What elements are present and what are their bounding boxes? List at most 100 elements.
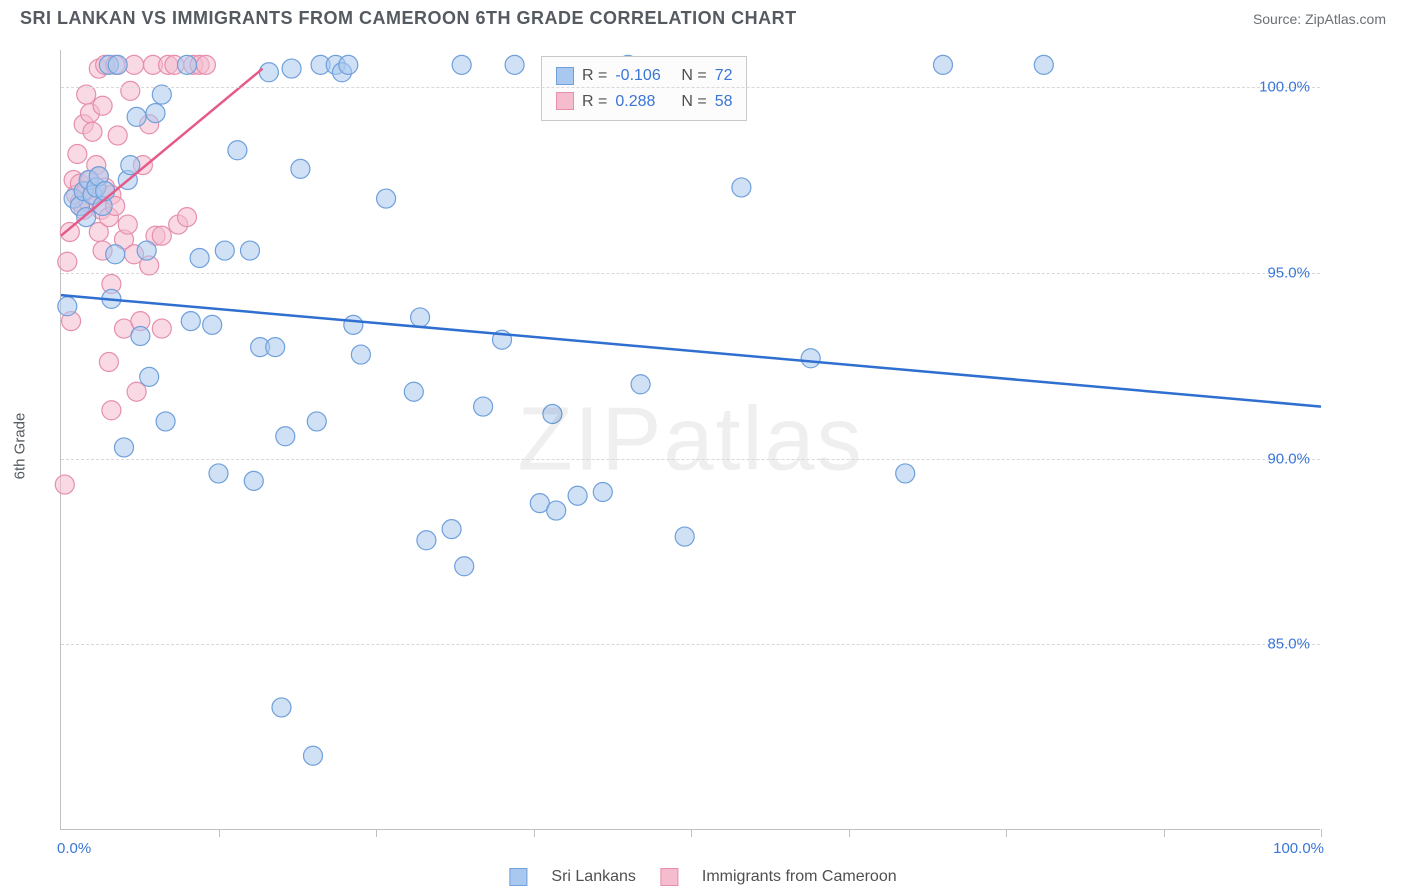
data-point — [307, 412, 326, 431]
data-point — [215, 241, 234, 260]
data-point — [106, 245, 125, 264]
data-point — [99, 353, 118, 372]
data-point — [190, 249, 209, 268]
gridline-h — [61, 459, 1320, 460]
y-tick-label: 100.0% — [1259, 79, 1310, 96]
x-tick — [691, 829, 692, 837]
x-tick — [376, 829, 377, 837]
data-point — [115, 438, 134, 457]
x-tick — [1321, 829, 1322, 837]
data-point — [58, 252, 77, 271]
data-point — [181, 312, 200, 331]
plot-area: ZIPatlas R = -0.106 N = 72 R = 0.288 N =… — [60, 50, 1320, 830]
data-point — [241, 241, 260, 260]
data-point — [152, 319, 171, 338]
data-point — [1034, 55, 1053, 74]
data-point — [156, 412, 175, 431]
data-point — [631, 375, 650, 394]
x-tick-label-left: 0.0% — [57, 840, 91, 857]
chart-header: SRI LANKAN VS IMMIGRANTS FROM CAMEROON 6… — [0, 0, 1406, 29]
data-point — [196, 55, 215, 74]
data-point — [543, 405, 562, 424]
bottom-legend: Sri Lankans Immigrants from Cameroon — [509, 868, 896, 886]
chart-title: SRI LANKAN VS IMMIGRANTS FROM CAMEROON 6… — [20, 8, 797, 29]
data-point — [93, 96, 112, 115]
data-point — [272, 698, 291, 717]
data-point — [108, 55, 127, 74]
x-tick — [1164, 829, 1165, 837]
data-point — [547, 501, 566, 520]
data-point — [137, 241, 156, 260]
data-point — [131, 327, 150, 346]
data-point — [442, 520, 461, 539]
x-tick — [849, 829, 850, 837]
correlation-row-blue: R = -0.106 N = 72 — [556, 63, 732, 89]
y-tick-label: 95.0% — [1267, 264, 1310, 281]
correlation-legend-box: R = -0.106 N = 72 R = 0.288 N = 58 — [541, 56, 747, 121]
gridline-h — [61, 273, 1320, 274]
data-point — [675, 527, 694, 546]
data-point — [266, 338, 285, 357]
data-point — [377, 189, 396, 208]
data-point — [732, 178, 751, 197]
data-point — [417, 531, 436, 550]
pink-swatch-icon — [556, 92, 574, 110]
data-point — [83, 122, 102, 141]
data-point — [896, 464, 915, 483]
data-point — [127, 382, 146, 401]
data-point — [801, 349, 820, 368]
pink-swatch-icon — [660, 868, 678, 886]
data-point — [178, 55, 197, 74]
data-point — [55, 475, 74, 494]
data-point — [146, 104, 165, 123]
data-point — [58, 297, 77, 316]
data-point — [568, 486, 587, 505]
data-point — [276, 427, 295, 446]
data-point — [140, 367, 159, 386]
data-point — [351, 345, 370, 364]
data-point — [593, 483, 612, 502]
data-point — [178, 208, 197, 227]
scatter-plot-svg — [61, 50, 1320, 829]
legend-label-blue: Sri Lankans — [551, 868, 636, 886]
gridline-h — [61, 87, 1320, 88]
y-axis-label: 6th Grade — [12, 413, 29, 480]
blue-swatch-icon — [509, 868, 527, 886]
x-tick — [219, 829, 220, 837]
data-point — [339, 55, 358, 74]
data-point — [411, 308, 430, 327]
data-point — [344, 315, 363, 334]
data-point — [505, 55, 524, 74]
data-point — [455, 557, 474, 576]
data-point — [452, 55, 471, 74]
source-attribution: Source: ZipAtlas.com — [1253, 11, 1386, 27]
gridline-h — [61, 644, 1320, 645]
data-point — [934, 55, 953, 74]
data-point — [102, 401, 121, 420]
data-point — [209, 464, 228, 483]
y-tick-label: 85.0% — [1267, 636, 1310, 653]
data-point — [228, 141, 247, 160]
trend-line — [61, 295, 1321, 406]
data-point — [118, 215, 137, 234]
x-tick-label-right: 100.0% — [1273, 840, 1324, 857]
data-point — [244, 471, 263, 490]
data-point — [259, 63, 278, 82]
data-point — [282, 59, 301, 78]
data-point — [203, 315, 222, 334]
data-point — [108, 126, 127, 145]
data-point — [60, 223, 79, 242]
blue-swatch-icon — [556, 67, 574, 85]
x-tick — [1006, 829, 1007, 837]
x-tick — [534, 829, 535, 837]
data-point — [68, 145, 87, 164]
legend-label-pink: Immigrants from Cameroon — [702, 868, 897, 886]
data-point — [127, 107, 146, 126]
data-point — [404, 382, 423, 401]
y-tick-label: 90.0% — [1267, 450, 1310, 467]
data-point — [474, 397, 493, 416]
correlation-row-pink: R = 0.288 N = 58 — [556, 89, 732, 115]
data-point — [121, 81, 140, 100]
data-point — [291, 159, 310, 178]
data-point — [152, 226, 171, 245]
